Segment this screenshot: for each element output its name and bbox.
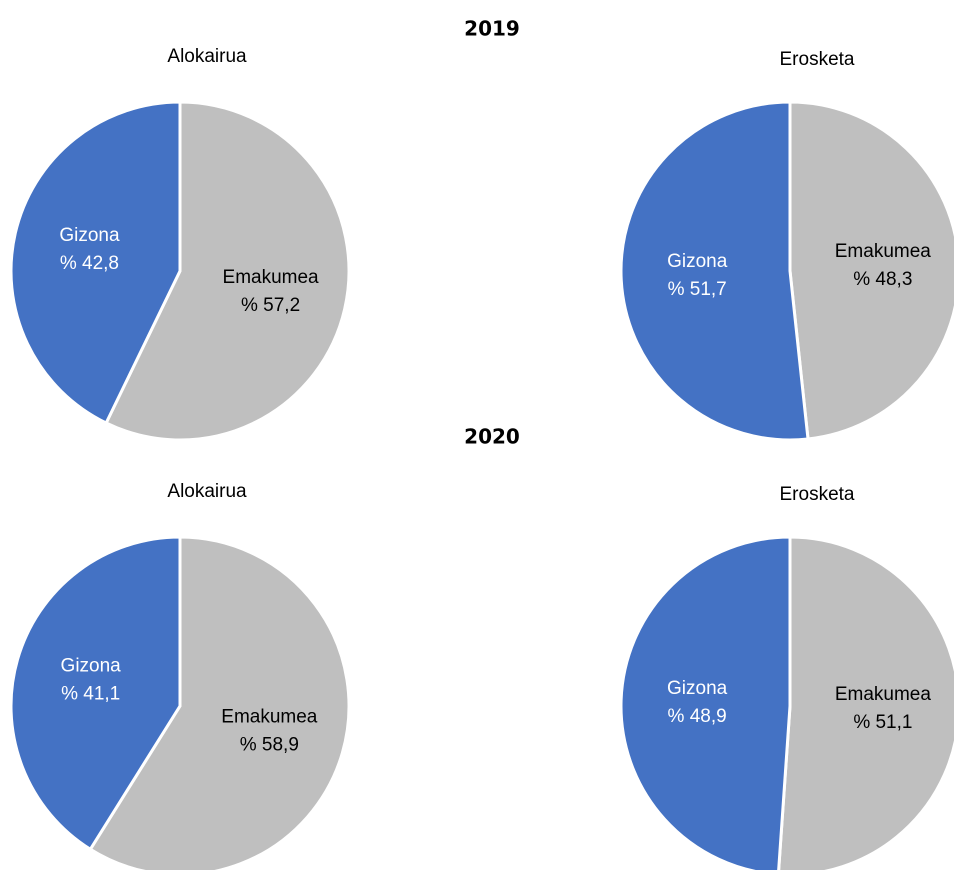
slice-category-label: Emakumea <box>835 684 932 705</box>
pie-slice <box>777 535 954 870</box>
slice-value-label: % 42,8 <box>60 253 119 274</box>
pie-slice <box>88 535 351 870</box>
chart-title: Erosketa <box>780 49 855 70</box>
slice-category-label: Gizona <box>59 225 120 246</box>
slice-category-label: Gizona <box>667 678 728 699</box>
slice-value-label: % 57,2 <box>241 295 300 316</box>
slice-value-label: % 51,7 <box>668 279 727 300</box>
pie-slice <box>619 535 792 870</box>
slice-value-label: % 58,9 <box>240 735 299 756</box>
pie-slice <box>788 100 954 441</box>
chart-title: Erosketa <box>780 484 855 505</box>
pie-slice <box>9 535 182 852</box>
slice-value-label: % 48,9 <box>668 706 727 727</box>
chart-title: Alokairua <box>167 481 247 502</box>
pie-slice <box>619 100 810 442</box>
pie-slice <box>104 100 351 442</box>
pie-slice <box>9 100 182 426</box>
slice-category-label: Emakumea <box>835 241 932 262</box>
slice-category-label: Emakumea <box>221 707 318 728</box>
slice-value-label: % 51,1 <box>853 712 912 733</box>
slice-value-label: % 41,1 <box>61 683 120 704</box>
slice-category-label: Emakumea <box>223 267 320 288</box>
slice-category-label: Gizona <box>667 251 728 272</box>
slice-category-label: Gizona <box>61 655 122 676</box>
year-heading: 2020 <box>464 425 520 449</box>
chart-title: Alokairua <box>167 46 247 67</box>
year-heading: 2019 <box>464 17 520 41</box>
slice-value-label: % 48,3 <box>853 269 912 290</box>
